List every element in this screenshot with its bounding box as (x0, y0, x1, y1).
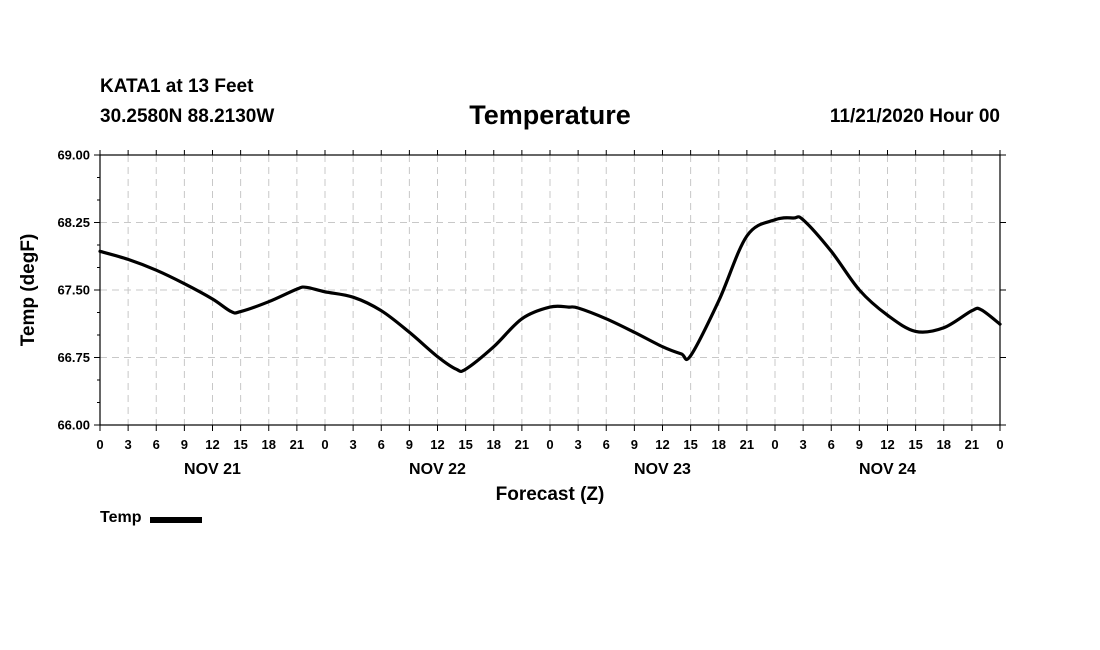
x-tick-label: 12 (880, 437, 894, 452)
day-label: NOV 23 (634, 461, 691, 478)
x-tick-label: 21 (965, 437, 979, 452)
x-tick-label: 15 (233, 437, 247, 452)
x-tick-label: 21 (740, 437, 754, 452)
x-tick-label: 3 (125, 437, 132, 452)
day-label: NOV 22 (409, 461, 466, 478)
station-name: KATA1 at 13 Feet (100, 76, 254, 97)
y-tick-label: 67.50 (57, 283, 90, 298)
x-tick-label: 6 (603, 437, 610, 452)
x-tick-label: 0 (321, 437, 328, 452)
x-tick-label: 18 (487, 437, 501, 452)
y-tick-label: 66.00 (57, 418, 90, 433)
x-tick-label: 6 (153, 437, 160, 452)
x-tick-label: 6 (378, 437, 385, 452)
y-tick-label: 69.00 (57, 148, 90, 163)
x-tick-label: 12 (205, 437, 219, 452)
chart-title: Temperature (469, 100, 631, 130)
x-tick-label: 9 (181, 437, 188, 452)
x-axis-title: Forecast (Z) (496, 484, 605, 505)
x-tick-label: 3 (575, 437, 582, 452)
forecast-run-time: 11/21/2020 Hour 00 (829, 106, 1000, 127)
x-tick-label: 15 (683, 437, 697, 452)
x-tick-label: 21 (515, 437, 529, 452)
x-tick-label: 0 (996, 437, 1003, 452)
x-tick-label: 18 (937, 437, 951, 452)
x-tick-label: 18 (262, 437, 276, 452)
x-tick-label: 9 (406, 437, 413, 452)
grid-lines (100, 155, 1000, 425)
day-label: NOV 24 (859, 461, 916, 478)
series-line-temp (98, 215, 1002, 374)
y-tick-label: 68.25 (57, 215, 90, 230)
legend: Temp (100, 509, 203, 527)
x-tick-label: 3 (800, 437, 807, 452)
x-tick-label: 0 (546, 437, 553, 452)
x-tick-label: 0 (771, 437, 778, 452)
axis-tick-labels: 66.00 66.75 67.50 68.25 69.00 0 3 6 9 12 15 18 21 0 3 6… (57, 148, 1003, 479)
x-tick-label: 18 (712, 437, 726, 452)
x-tick-label: 3 (350, 437, 357, 452)
x-tick-label: 6 (828, 437, 835, 452)
x-tick-label: 9 (631, 437, 638, 452)
x-tick-label: 9 (856, 437, 863, 452)
x-tick-label: 21 (290, 437, 304, 452)
x-tick-label: 15 (458, 437, 472, 452)
y-axis-title: Temp (degF) (18, 234, 39, 347)
legend-label: Temp (100, 509, 142, 526)
x-tick-label: 12 (655, 437, 669, 452)
plot-area-frame (99, 154, 1001, 426)
station-coordinates: 30.2580N 88.2130W (100, 106, 275, 127)
x-tick-label: 12 (430, 437, 444, 452)
legend-swatch (150, 516, 203, 523)
y-tick-label: 66.75 (57, 350, 90, 365)
x-tick-label: 15 (908, 437, 922, 452)
day-label: NOV 21 (184, 461, 241, 478)
x-tick-label: 0 (96, 437, 103, 452)
